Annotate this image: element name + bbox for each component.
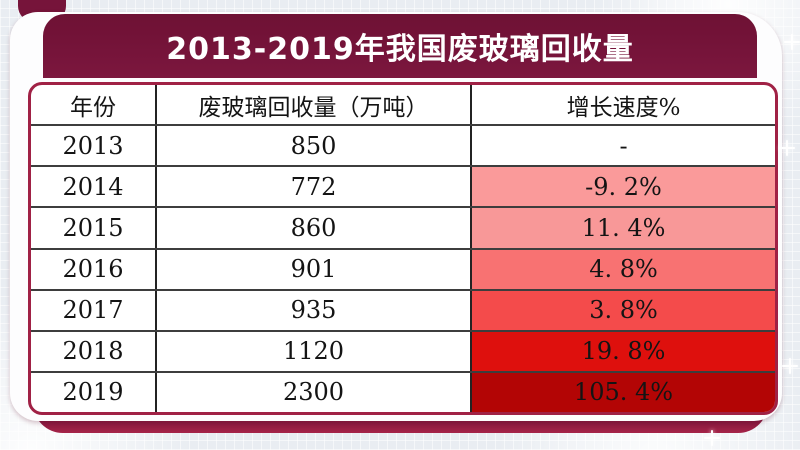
growth-cell: 3. 8%	[472, 290, 775, 330]
table-row-2018: 2018 1120 19. 8%	[31, 331, 775, 373]
year-cell: 2018	[31, 331, 157, 371]
growth-cell: 11. 4%	[472, 208, 775, 248]
year-cell: 2015	[31, 208, 157, 248]
growth-cell: 4. 8%	[472, 249, 775, 289]
volume-cell: 1120	[157, 331, 472, 371]
volume-cell: 850	[157, 126, 472, 166]
growth-cell: -	[472, 126, 775, 166]
year-cell: 2017	[31, 290, 157, 330]
year-cell: 2014	[31, 167, 157, 207]
year-cell: 2016	[31, 249, 157, 289]
table-row-2014: 2014 772 -9. 2%	[31, 167, 775, 209]
year-cell: 2013	[31, 126, 157, 166]
growth-cell: -9. 2%	[472, 167, 775, 207]
header-volume: 废玻璃回收量（万吨）	[157, 85, 472, 125]
volume-cell: 935	[157, 290, 472, 330]
volume-cell: 901	[157, 249, 472, 289]
table-header-row: 年份 废玻璃回收量（万吨） 增长速度%	[31, 85, 775, 127]
page-title: 2013-2019年我国废玻璃回收量	[166, 32, 634, 67]
header-year: 年份	[31, 85, 157, 125]
growth-cell: 105. 4%	[472, 372, 775, 412]
year-cell: 2019	[31, 372, 157, 412]
volume-cell: 2300	[157, 372, 472, 412]
table-row-2013: 2013 850 -	[31, 126, 775, 168]
volume-cell: 772	[157, 167, 472, 207]
table-row-2015: 2015 860 11. 4%	[31, 208, 775, 250]
recycling-data-table: 年份 废玻璃回收量（万吨） 增长速度% 2013 850 - 2014 772 …	[28, 82, 778, 415]
volume-cell: 860	[157, 208, 472, 248]
table-row-2019: 2019 2300 105. 4%	[31, 372, 775, 412]
growth-cell: 19. 8%	[472, 331, 775, 371]
table-row-2016: 2016 901 4. 8%	[31, 249, 775, 291]
header-growth: 增长速度%	[566, 94, 681, 121]
table-row-2017: 2017 935 3. 8%	[31, 290, 775, 332]
title-banner: 2013-2019年我国废玻璃回收量	[43, 14, 757, 78]
